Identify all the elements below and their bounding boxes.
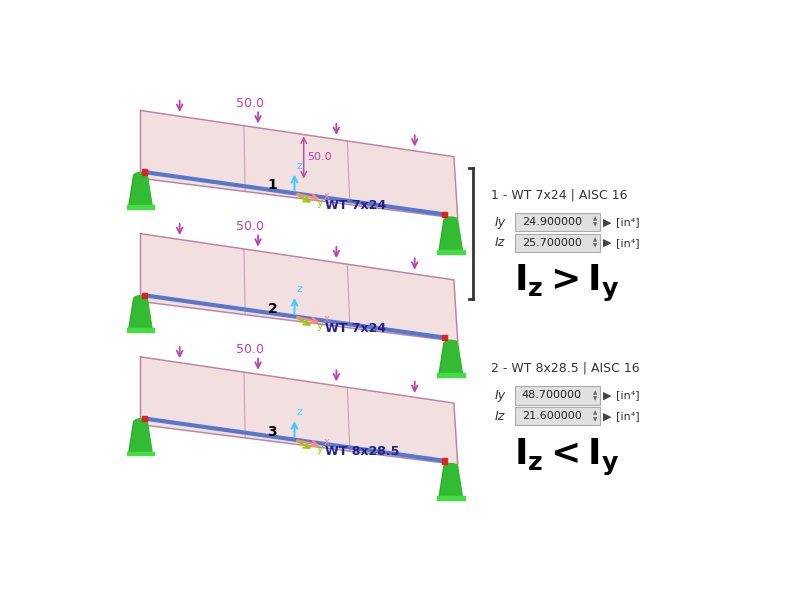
Text: ▼: ▼ [593,417,597,422]
Text: z: z [297,284,302,294]
Bar [142,169,147,175]
Text: ▶: ▶ [603,411,611,421]
Polygon shape [134,172,147,176]
Text: 24.900000: 24.900000 [522,217,582,227]
Text: x: x [324,191,330,201]
Text: [in⁴]: [in⁴] [616,411,640,421]
Polygon shape [126,452,154,455]
Bar [442,335,447,340]
Polygon shape [141,233,458,341]
FancyBboxPatch shape [515,233,600,252]
Text: 50.0: 50.0 [236,343,264,356]
Text: 25.700000: 25.700000 [522,238,582,248]
FancyBboxPatch shape [515,386,600,404]
Polygon shape [439,221,462,250]
Text: ▼: ▼ [593,396,597,401]
Bar [442,212,447,217]
Text: 1 - WT 7x24 | AISC 16: 1 - WT 7x24 | AISC 16 [491,188,627,202]
Polygon shape [129,422,152,452]
Text: z: z [297,407,302,417]
Polygon shape [126,205,154,209]
Text: x: x [324,314,330,324]
Text: 2 - WT 8x28.5 | AISC 16: 2 - WT 8x28.5 | AISC 16 [491,362,639,375]
Text: WT 7x24: WT 7x24 [326,322,386,335]
Text: WT 8x28.5: WT 8x28.5 [326,445,400,458]
Text: y: y [316,197,323,208]
Text: ▲: ▲ [593,238,597,242]
Text: [in⁴]: [in⁴] [616,391,640,400]
Polygon shape [126,328,154,332]
Text: $\mathbf{I_z < I_y}$: $\mathbf{I_z < I_y}$ [514,436,619,478]
Text: ▶: ▶ [603,238,611,248]
Text: ▶: ▶ [603,391,611,400]
Text: y: y [316,321,323,331]
Polygon shape [129,299,152,328]
Text: $\mathbf{I_z > I_y}$: $\mathbf{I_z > I_y}$ [514,263,619,304]
Polygon shape [437,496,465,500]
Polygon shape [444,464,458,467]
Text: 50.0: 50.0 [236,220,264,233]
Text: 50.0: 50.0 [236,97,264,110]
Text: [in⁴]: [in⁴] [616,238,640,248]
Polygon shape [444,340,458,344]
Text: 21.600000: 21.600000 [522,411,582,421]
Bar [142,416,147,421]
Bar [442,458,447,464]
Polygon shape [129,422,134,452]
Polygon shape [444,217,458,221]
Text: y: y [316,444,323,454]
Text: z: z [297,161,302,170]
Polygon shape [439,467,444,496]
Text: ▲: ▲ [593,390,597,395]
Text: ▼: ▼ [593,244,597,248]
FancyBboxPatch shape [515,213,600,232]
Text: ▼: ▼ [593,223,597,228]
Polygon shape [129,299,134,328]
Text: [in⁴]: [in⁴] [616,217,640,227]
Polygon shape [134,296,147,299]
Polygon shape [134,419,147,422]
Text: ▲: ▲ [593,410,597,416]
Polygon shape [437,250,465,254]
Text: Iy: Iy [494,215,506,229]
Polygon shape [439,344,462,373]
Polygon shape [129,176,152,205]
Text: WT 7x24: WT 7x24 [326,199,386,212]
Text: 1: 1 [267,178,278,193]
Text: 48.700000: 48.700000 [522,391,582,400]
Polygon shape [141,357,458,464]
Text: 3: 3 [267,425,277,439]
Text: ▶: ▶ [603,217,611,227]
Polygon shape [439,221,444,250]
Text: Iz: Iz [494,236,505,250]
Polygon shape [129,176,134,205]
Text: Iz: Iz [494,410,505,422]
Text: ▲: ▲ [593,217,597,221]
Bar [142,293,147,298]
Polygon shape [439,344,444,373]
Polygon shape [439,467,462,496]
Polygon shape [437,373,465,377]
Text: 2: 2 [267,302,278,316]
Text: 50.0: 50.0 [307,152,332,163]
Text: Iy: Iy [494,389,506,402]
Text: x: x [324,437,330,448]
Polygon shape [141,110,458,218]
FancyBboxPatch shape [515,407,600,425]
